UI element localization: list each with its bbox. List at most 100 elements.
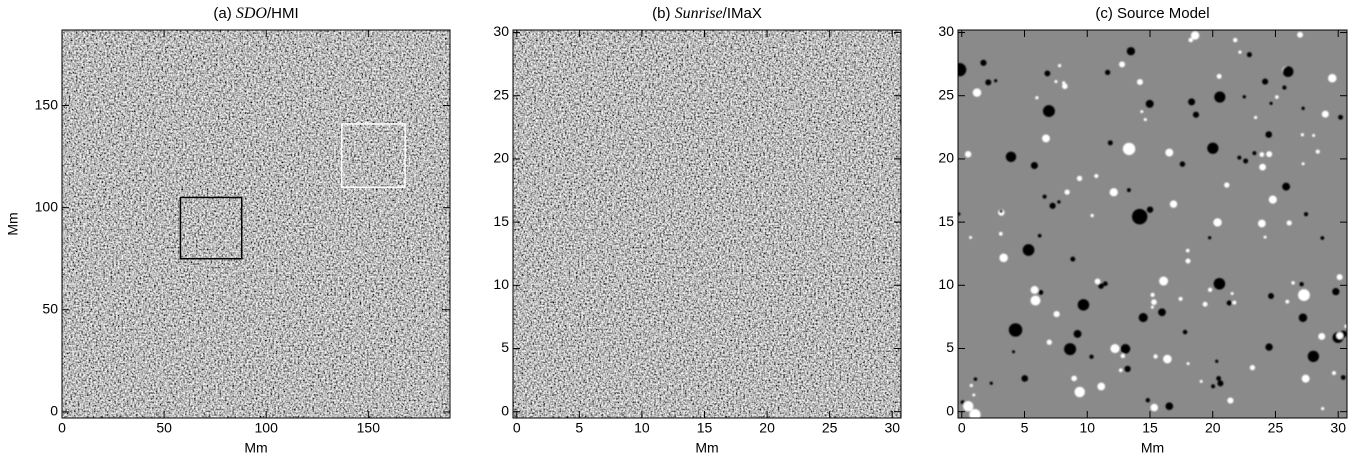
source-dot [1120, 353, 1126, 359]
y-tick-label: 5 [501, 339, 509, 355]
source-dot [960, 400, 965, 405]
source-dot [1246, 52, 1252, 58]
source-dot [1131, 208, 1148, 225]
source-dot [1344, 324, 1347, 329]
source-dot [1265, 131, 1273, 138]
source-dot [1165, 402, 1174, 411]
sources [958, 31, 1347, 418]
x-tick-label: 0 [58, 420, 66, 436]
source-dot [1124, 365, 1131, 373]
y-tick-label: 15 [493, 213, 509, 229]
source-dot [1136, 79, 1143, 86]
source-dot [1104, 69, 1111, 75]
source-dot [1238, 50, 1242, 54]
source-dot [1216, 376, 1222, 381]
source-dot [1213, 277, 1226, 290]
source-dot [1321, 110, 1329, 118]
x-tick-label: 15 [697, 420, 713, 436]
source-dot [1169, 200, 1178, 208]
source-dot [1158, 308, 1166, 317]
source-dot [1022, 244, 1035, 256]
x-tick-label: 0 [513, 420, 521, 436]
source-dot [1338, 114, 1343, 120]
source-dot [1186, 362, 1190, 366]
source-dot [1021, 375, 1029, 382]
x-tick-label: 20 [1205, 420, 1221, 436]
source-dot [1268, 195, 1277, 204]
source-dot [1242, 95, 1246, 99]
panel: 0 5 10 15 20 25 30 0 5 10 15 20 25 30 (b) Sunrise/IMaX… [493, 5, 902, 456]
source-dot [1213, 218, 1222, 227]
x-tick-label: 50 [156, 420, 172, 436]
source-dot [1192, 111, 1200, 118]
source-dot [1012, 350, 1016, 354]
source-dot [1042, 134, 1050, 143]
y-tick-label: 0 [946, 402, 954, 418]
source-dot [1165, 148, 1174, 157]
source-dot [1227, 397, 1234, 404]
source-dot [1077, 299, 1090, 311]
source-dot [1303, 212, 1309, 217]
panel: 0 5 10 15 20 25 30 0 5 10 15 20 25 30 (c) Source Model… [938, 5, 1348, 456]
image-area [62, 30, 450, 418]
x-axis-label: Mm [695, 440, 718, 456]
x-tick-label: 15 [1142, 420, 1158, 436]
source-dot [1126, 47, 1136, 56]
source-dot [1182, 329, 1188, 335]
source-dot [1150, 403, 1159, 412]
source-dot [1301, 106, 1305, 111]
source-dot [1054, 80, 1058, 84]
y-axis-label: Mm [5, 212, 21, 235]
y-tick-label: 50 [42, 300, 58, 316]
x-tick-label: 10 [1079, 420, 1095, 436]
x-tick-label: 150 [357, 420, 381, 436]
source-dot [973, 377, 978, 381]
source-dot [1145, 398, 1151, 403]
source-dot [1340, 375, 1346, 380]
source-dot [1298, 289, 1310, 302]
source-dot [1268, 293, 1274, 299]
y-tick-label: 15 [938, 213, 954, 229]
source-dot [1145, 99, 1154, 108]
source-dot [1199, 379, 1203, 383]
source-dot [1064, 189, 1070, 195]
source-dot [969, 409, 981, 418]
magnetogram [513, 30, 901, 418]
source-dot [1094, 278, 1101, 285]
title-part: (c) Source Model [1095, 5, 1209, 22]
source-dot [980, 59, 987, 66]
source-dot [1318, 333, 1326, 340]
source-dot [1211, 384, 1216, 389]
source-dot [989, 381, 993, 385]
source-dot [1119, 61, 1126, 68]
source-dot [964, 151, 972, 158]
title-part: /IMaX [723, 5, 762, 22]
source-dot [1138, 313, 1148, 323]
source-dot [1097, 382, 1106, 391]
source-dot [1089, 354, 1094, 359]
source-dot [1062, 83, 1068, 90]
title-part: SDO [236, 5, 268, 22]
source-dot [1185, 258, 1191, 264]
source-dot [1282, 66, 1294, 78]
x-tick-label: 25 [1268, 420, 1284, 436]
source-dot [1073, 329, 1082, 338]
source-dot [1275, 95, 1279, 99]
source-dot [1336, 274, 1343, 281]
source-dot [1285, 299, 1290, 304]
source-dot [1208, 236, 1212, 240]
source-dot [1265, 343, 1273, 351]
x-tick-label: 0 [958, 420, 966, 436]
x-tick-label: 10 [634, 420, 650, 436]
y-tick-label: 10 [938, 276, 954, 292]
source-dot [1057, 200, 1061, 204]
source-dot [1320, 236, 1325, 240]
source-dot [1185, 248, 1190, 253]
source-dot [1286, 220, 1292, 226]
source-dot [1070, 256, 1076, 262]
source-dot [1252, 151, 1257, 156]
source-dot [958, 212, 961, 216]
source-dot [1151, 299, 1157, 305]
source-dot [998, 231, 1003, 236]
